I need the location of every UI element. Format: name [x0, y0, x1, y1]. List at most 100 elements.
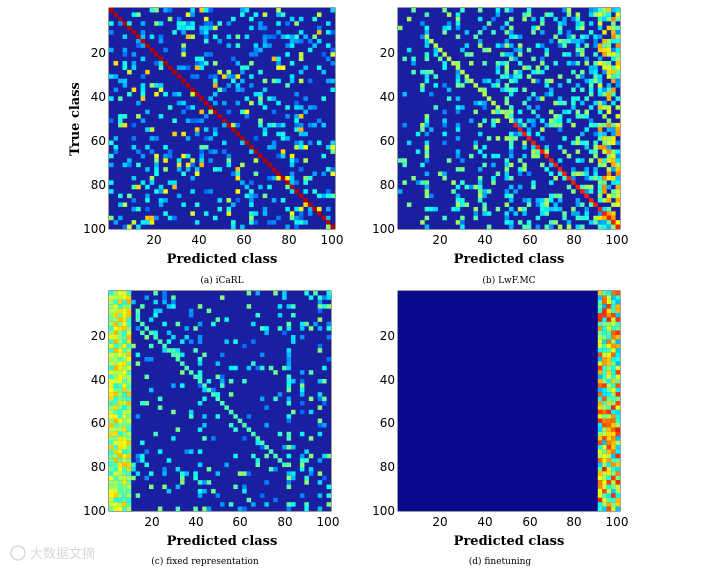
- heatmap-cell: [136, 12, 141, 17]
- heatmap-cell: [291, 304, 296, 309]
- heatmap-cell: [148, 357, 154, 362]
- heatmap-cell: [304, 502, 309, 507]
- heatmap-cell: [286, 374, 292, 380]
- heatmap-cell: [113, 462, 118, 468]
- heatmap-cell: [113, 343, 118, 349]
- heatmap-cell: [482, 47, 487, 53]
- heatmap-cell: [477, 184, 483, 190]
- heatmap-cells: [398, 8, 621, 230]
- heatmap-cell: [602, 502, 607, 507]
- heatmap-cell: [113, 471, 118, 476]
- heatmap-cell: [495, 109, 501, 115]
- heatmap-cell: [602, 383, 607, 388]
- heatmap-cell: [317, 405, 323, 410]
- heatmap-cell: [175, 321, 181, 327]
- heatmap-cell: [606, 343, 612, 349]
- y-tick-label: 60: [380, 416, 395, 430]
- heatmap-cell: [181, 21, 186, 26]
- panel-caption: (a) iCaRL: [200, 275, 243, 286]
- heatmap-cell: [244, 65, 250, 70]
- heatmap-cell: [606, 291, 612, 296]
- heatmap-cell: [208, 52, 214, 57]
- heatmap-cell: [606, 313, 612, 318]
- heatmap-cell: [477, 16, 483, 22]
- heatmap-cell: [145, 215, 150, 221]
- heatmap-cell: [197, 370, 203, 375]
- heatmap-cell: [322, 396, 327, 402]
- heatmap-cell: [575, 140, 581, 146]
- heatmap-cell: [602, 180, 607, 185]
- heatmap-cell: [615, 122, 621, 128]
- heatmap-cell: [464, 202, 470, 207]
- heatmap-cell: [190, 189, 195, 194]
- heatmap-cell: [317, 431, 323, 437]
- heatmap-cell: [584, 167, 589, 172]
- heatmap-cell: [231, 171, 236, 177]
- heatmap-cell: [424, 78, 430, 84]
- heatmap-cell: [126, 405, 132, 410]
- heatmap-cell: [442, 118, 447, 123]
- heatmap-cell: [455, 83, 461, 88]
- heatmap-cell: [544, 202, 550, 207]
- heatmap-cell: [242, 343, 247, 349]
- heatmap-cell: [122, 52, 128, 57]
- heatmap-cell: [131, 61, 137, 66]
- heatmap-cell: [420, 122, 425, 128]
- heatmap-cell: [588, 198, 594, 203]
- heatmap-cell: [181, 202, 186, 207]
- heatmap-cell: [580, 21, 585, 26]
- heatmap-cell: [202, 480, 207, 485]
- heatmap-cell: [526, 74, 532, 79]
- heatmap-cell: [149, 220, 155, 225]
- heatmap-cell: [249, 52, 254, 57]
- heatmap-cell: [597, 109, 603, 115]
- heatmap-cell: [611, 291, 616, 296]
- heatmap-cell: [166, 330, 172, 336]
- heatmap-cell: [217, 167, 223, 172]
- heatmap-cell: [540, 202, 545, 207]
- heatmap-cell: [194, 202, 200, 207]
- heatmap-cell: [575, 224, 581, 230]
- heatmap-cell: [597, 348, 603, 353]
- heatmap-cell: [246, 304, 252, 309]
- heatmap-cell: [611, 414, 616, 419]
- heatmap-cell: [286, 418, 292, 424]
- heatmap-cell: [117, 361, 123, 366]
- heatmap-cell: [180, 480, 185, 485]
- heatmap-cell: [606, 87, 612, 93]
- heatmap-cell: [544, 47, 550, 53]
- heatmap-cell: [122, 83, 128, 88]
- heatmap-cell: [611, 401, 616, 406]
- heatmap-cell: [202, 396, 207, 402]
- heatmap-cell: [294, 38, 299, 44]
- heatmap-cell: [231, 220, 236, 225]
- heatmap-cell: [584, 140, 589, 146]
- heatmap-cell: [504, 211, 510, 216]
- heatmap-cell: [504, 175, 510, 181]
- heatmap-cell: [298, 56, 304, 62]
- heatmap-cell: [264, 423, 269, 428]
- heatmap-cell: [224, 462, 229, 468]
- heatmap-cell: [190, 175, 195, 181]
- heatmap-cell: [606, 167, 612, 172]
- heatmap-cell: [203, 34, 209, 39]
- heatmap-cell: [184, 326, 189, 331]
- heatmap-cell: [244, 193, 250, 199]
- heatmap-cell: [217, 38, 223, 44]
- heatmap-cell: [597, 445, 603, 450]
- heatmap-cell: [602, 184, 607, 190]
- heatmap-cell: [122, 387, 127, 393]
- heatmap-cell: [126, 497, 132, 503]
- heatmap-cell: [597, 136, 603, 141]
- heatmap-cell: [122, 348, 127, 353]
- heatmap-cell: [109, 506, 114, 512]
- heatmap-cell: [126, 291, 132, 296]
- heatmap-cell: [109, 440, 114, 446]
- heatmap-cell: [197, 480, 203, 485]
- heatmap-cell: [442, 140, 447, 146]
- heatmap-cell: [504, 65, 510, 70]
- heatmap-cell: [615, 96, 621, 101]
- heatmap-cell: [597, 458, 603, 463]
- heatmap-cell: [513, 211, 518, 216]
- heatmap-cell: [504, 171, 510, 177]
